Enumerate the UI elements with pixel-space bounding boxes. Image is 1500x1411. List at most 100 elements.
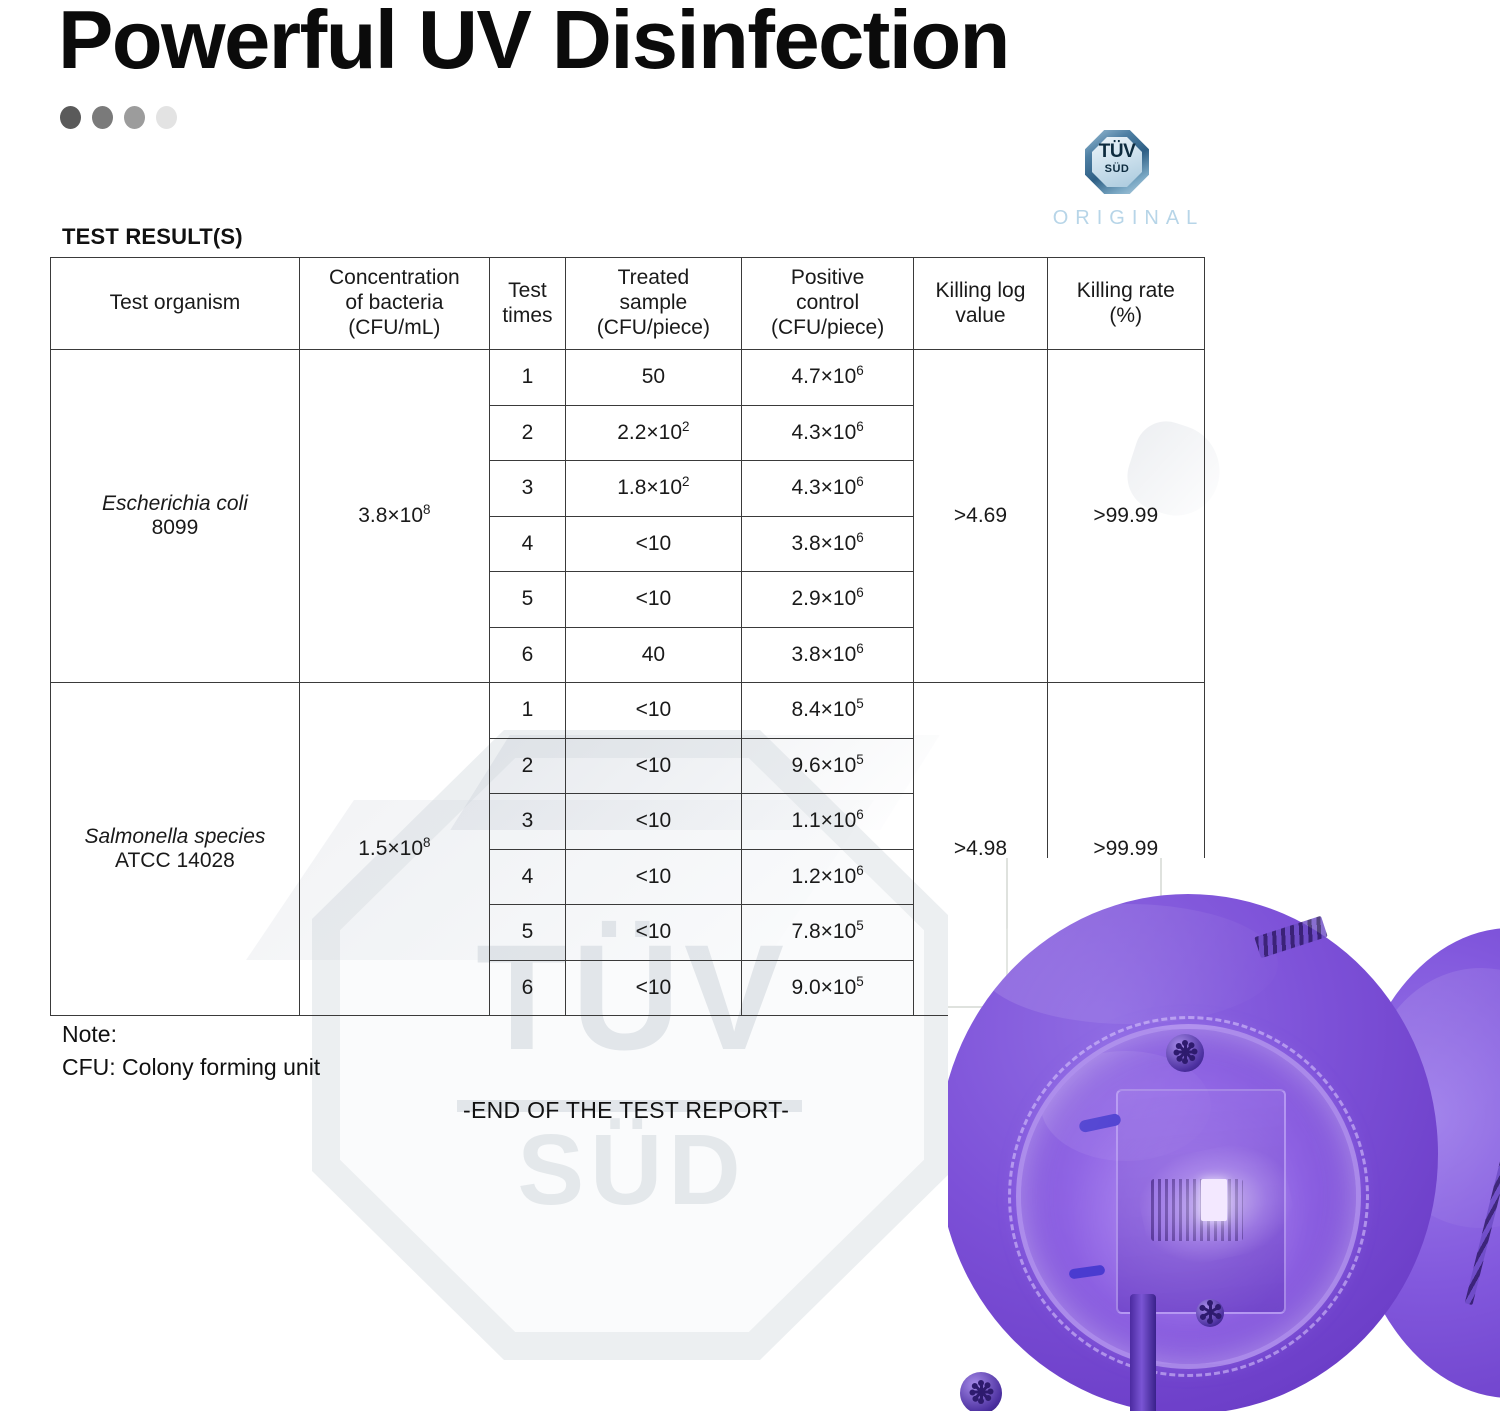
header-line: (CFU/mL)	[348, 315, 441, 339]
cell-killing-log-value: >4.69	[913, 349, 1048, 683]
cell-test-organism: Escherichia coli 8099	[50, 349, 300, 683]
header-line: Killing log	[935, 278, 1026, 302]
cell-test-times: 2	[488, 404, 567, 461]
table-row: 4 <10 1.2×106	[51, 848, 1205, 905]
cell-treated-sample: <10	[565, 848, 742, 905]
cell-treated-sample: 1.8×102	[565, 460, 742, 517]
internal-blue-bar-2	[1068, 1264, 1106, 1280]
transparent-dome-cover	[1016, 1024, 1361, 1369]
table-head: Test organism Concentration of bacteria …	[50, 257, 1205, 350]
table-header-row: Test organism Concentration of bacteria …	[50, 257, 1205, 350]
header-line: control	[796, 291, 860, 315]
table-row: 6 40 3.8×106	[51, 626, 1205, 683]
cell-treated-sample: 50	[565, 349, 742, 406]
note-text: CFU: Colony forming unit	[62, 1053, 321, 1080]
column-header-concentration: Concentration of bacteria (CFU/mL)	[298, 257, 490, 350]
carousel-dots[interactable]	[60, 106, 177, 129]
virus-particle-middle	[1196, 1299, 1224, 1327]
column-header-killing-log-value: Killing log value	[913, 257, 1048, 350]
cell-test-times: 6	[488, 626, 567, 683]
virus-particle-bottom-left	[960, 1372, 1002, 1411]
badge-tuv-text: TÜV	[1098, 141, 1136, 162]
carousel-dot-3[interactable]	[124, 106, 145, 129]
cell-treated-sample: <10	[565, 737, 742, 794]
organism-species-name: Escherichia coli	[101, 492, 248, 515]
cell-treated-sample: <10	[565, 904, 742, 961]
uv-vacuum-device-body	[948, 894, 1438, 1411]
header-line: of bacteria	[345, 291, 444, 315]
header-line: (CFU/piece)	[596, 315, 710, 339]
badge-sud-text: SÜD	[1104, 163, 1130, 175]
cell-treated-sample: <10	[565, 571, 742, 628]
cell-concentration: 1.5×108	[298, 682, 490, 1016]
cell-treated-sample: 40	[565, 626, 742, 683]
cell-test-times: 4	[488, 515, 567, 572]
column-header-treated-sample: Treated sample (CFU/piece)	[565, 257, 742, 350]
table-row: 3 <10 1.1×106	[51, 793, 1205, 850]
table-row: 2 <10 9.6×105	[51, 737, 1205, 794]
cell-test-times: 6	[488, 959, 567, 1016]
header-line: sample	[619, 291, 688, 315]
cell-positive-control: 9.6×105	[740, 737, 915, 794]
device-rim-ring	[1008, 1016, 1369, 1377]
cell-positive-control: 1.1×106	[740, 793, 915, 850]
cell-positive-control: 3.8×106	[740, 626, 915, 683]
page-title: Powerful UV Disinfection	[58, 0, 1010, 86]
note-label: Note:	[62, 1021, 117, 1047]
product-photo	[948, 858, 1500, 1411]
cell-positive-control: 7.8×105	[740, 904, 915, 961]
carousel-dot-2[interactable]	[92, 106, 113, 129]
cell-positive-control: 4.3×106	[740, 404, 915, 461]
device-handle-stem	[1130, 1294, 1156, 1411]
table-row: 3 1.8×102 4.3×106	[51, 460, 1205, 517]
header-line: Concentration	[328, 266, 460, 290]
table-row: 5 <10 7.8×105	[51, 904, 1205, 961]
table-body: Escherichia coli 8099 3.8×108 1 50 4.7×106 >4.…	[50, 349, 1205, 1016]
floor-tile-line-h1	[948, 1006, 1008, 1008]
device-top-streak	[1254, 915, 1328, 959]
cell-test-times: 2	[488, 737, 567, 794]
cell-test-times: 5	[488, 571, 567, 628]
table-row: 4 <10 3.8×106	[51, 515, 1205, 572]
cell-treated-sample: <10	[565, 959, 742, 1016]
header-line: (%)	[1109, 303, 1143, 327]
cell-positive-control: 4.3×106	[740, 460, 915, 517]
cell-test-times: 5	[488, 904, 567, 961]
carousel-dot-4[interactable]	[156, 106, 177, 129]
cell-test-times: 1	[488, 682, 567, 739]
cell-test-times: 4	[488, 848, 567, 905]
header-line: Test organism	[109, 291, 241, 315]
header-line: Killing rate	[1076, 278, 1175, 302]
cell-test-organism: Salmonella species ATCC 14028	[50, 682, 300, 1016]
test-results-table: Test organism Concentration of bacteria …	[50, 257, 1205, 1016]
secondary-device-edge-detail	[1464, 1050, 1500, 1306]
end-of-report-text: -END OF THE TEST REPORT-	[463, 1097, 790, 1123]
table-row: Salmonella species ATCC 14028 1.5×108 1 <10 8…	[50, 682, 1205, 1016]
table-row: Escherichia coli 8099 3.8×108 1 50 4.7×106 >4.…	[50, 349, 1205, 683]
floor-tile-line-v1	[1006, 858, 1008, 1008]
virus-particle-top	[1166, 1034, 1204, 1072]
header-line: Positive	[790, 266, 865, 290]
cell-positive-control: 4.7×106	[740, 349, 915, 406]
header-line: value	[955, 303, 1006, 327]
floor-tile-line-v2	[1160, 858, 1162, 918]
table-row: 6 <10 9.0×105	[51, 959, 1205, 1016]
organism-species-name: Salmonella species	[84, 825, 266, 848]
cell-positive-control: 3.8×106	[740, 515, 915, 572]
badge-octagon-inner	[1092, 137, 1142, 187]
cell-treated-sample: <10	[565, 793, 742, 850]
carousel-dot-1[interactable]	[60, 106, 81, 129]
cell-positive-control: 9.0×105	[740, 959, 915, 1016]
header-line: Treated	[617, 266, 690, 290]
header-line: Test	[508, 278, 547, 302]
test-result-heading: TEST RESULT(S)	[62, 224, 243, 249]
cell-treated-sample: <10	[565, 682, 742, 739]
cell-concentration: 3.8×108	[298, 349, 490, 683]
cell-killing-rate: >99.99	[1046, 349, 1205, 683]
column-header-killing-rate: Killing rate (%)	[1046, 257, 1205, 350]
cell-treated-sample: 2.2×102	[565, 404, 742, 461]
note-block: Note: CFU: Colony forming unit	[62, 1018, 320, 1083]
cell-positive-control: 2.9×106	[740, 571, 915, 628]
organism-strain-code: ATCC 14028	[115, 849, 235, 872]
column-header-positive-control: Positive control (CFU/piece)	[740, 257, 915, 350]
